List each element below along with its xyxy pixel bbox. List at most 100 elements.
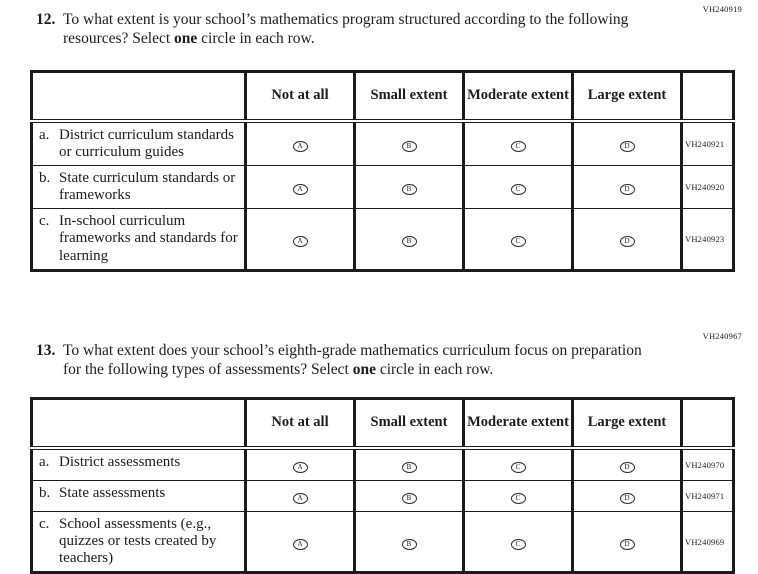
question-13-header-blank: [31, 398, 246, 450]
row-form-code: VH240923: [680, 208, 734, 271]
q13-row-c-option-cell-b: B: [353, 510, 464, 573]
q13-row-b-option-cell-c: C: [462, 480, 573, 512]
row-form-code: VH240971: [680, 480, 734, 512]
question-12-response-table: Not at all Small extent Moderate extent …: [30, 70, 735, 272]
table-row: a. District curriculum standards or curri…: [31, 120, 734, 166]
row-form-code: VH240920: [680, 165, 734, 209]
row-label-text: State assessments: [59, 485, 166, 501]
question-13-header-code-blank: [680, 398, 734, 450]
question-13-header-moderate-extent: Moderate extent: [462, 398, 573, 450]
q12-row-b-option-cell-d: D: [571, 165, 682, 209]
question-12-header-large-extent: Large extent: [571, 71, 682, 123]
answer-circle-d[interactable]: D: [619, 538, 635, 550]
question-13-header-not-at-all: Not at all: [244, 398, 355, 450]
q12-row-a-option-cell-b: B: [353, 120, 464, 166]
question-13-form-code: VH240967: [702, 331, 742, 341]
row-letter: b.: [39, 485, 51, 501]
answer-circle-c[interactable]: C: [510, 141, 526, 153]
row-label-text: District assessments: [59, 454, 181, 470]
table-row: b. State curriculum standards or framewor…: [31, 165, 734, 209]
answer-circle-d[interactable]: D: [619, 236, 635, 248]
question-13-row-b-label: b. State assessments: [31, 480, 246, 512]
answer-circle-a[interactable]: A: [292, 236, 308, 248]
answer-circle-b[interactable]: B: [401, 236, 417, 248]
question-13-row-c-label: c. School assessments (e.g., quizzes or t…: [31, 510, 246, 573]
question-12-prompt-bold: one: [174, 29, 198, 47]
question-12-header-not-at-all: Not at all: [244, 71, 355, 123]
question-13-prompt: To what extent does your school’s eighth…: [63, 342, 648, 380]
table-row: b. State assessments A B C D VH240971: [31, 480, 734, 512]
question-12-block: 12. To what extent is your school’s math…: [36, 11, 656, 49]
table-row: a. District assessments A B C D VH240970: [31, 447, 734, 481]
question-12-header-row: Not at all Small extent Moderate extent …: [31, 71, 734, 123]
answer-circle-c[interactable]: C: [510, 538, 526, 550]
row-letter: a.: [39, 127, 50, 143]
q12-row-a-option-cell-c: C: [462, 120, 573, 166]
q13-row-b-option-cell-d: D: [571, 480, 682, 512]
question-12-row-c-label: c. In-school curriculum frameworks and st…: [31, 208, 246, 271]
q12-row-c-option-cell-a: A: [244, 208, 355, 271]
answer-circle-b[interactable]: B: [401, 538, 417, 550]
answer-circle-c[interactable]: C: [510, 462, 526, 473]
q13-row-c-option-cell-d: D: [571, 510, 682, 573]
q13-row-a-option-cell-c: C: [462, 447, 573, 481]
q13-row-a-option-cell-a: A: [244, 447, 355, 481]
q12-row-c-option-cell-d: D: [571, 208, 682, 271]
answer-circle-a[interactable]: A: [292, 462, 308, 473]
answer-circle-a[interactable]: A: [292, 141, 308, 153]
row-form-code: VH240969: [680, 510, 734, 573]
table-row: c. In-school curriculum frameworks and st…: [31, 208, 734, 271]
question-12-number: 12.: [36, 11, 56, 28]
answer-circle-a[interactable]: A: [292, 493, 308, 504]
question-13-row-a-label: a. District assessments: [31, 447, 246, 481]
answer-circle-a[interactable]: A: [292, 538, 308, 550]
answer-circle-c[interactable]: C: [510, 184, 526, 196]
question-12-header-small-extent: Small extent: [353, 71, 464, 123]
row-form-code: VH240921: [680, 120, 734, 166]
q12-row-c-option-cell-b: B: [353, 208, 464, 271]
q12-row-b-option-cell-a: A: [244, 165, 355, 209]
row-label-text: In-school curriculum frameworks and stan…: [59, 213, 238, 264]
question-13-number: 13.: [36, 342, 56, 359]
q13-row-b-option-cell-b: B: [353, 480, 464, 512]
q13-row-b-option-cell-a: A: [244, 480, 355, 512]
q12-row-b-option-cell-c: C: [462, 165, 573, 209]
q12-row-a-option-cell-d: D: [571, 120, 682, 166]
question-12-header-code-blank: [680, 71, 734, 123]
q12-row-b-option-cell-b: B: [353, 165, 464, 209]
q13-row-c-option-cell-c: C: [462, 510, 573, 573]
question-13-header-row: Not at all Small extent Moderate extent …: [31, 398, 734, 450]
answer-circle-a[interactable]: A: [292, 184, 308, 196]
question-13-response-table: Not at all Small extent Moderate extent …: [30, 397, 735, 574]
row-form-code: VH240970: [680, 447, 734, 481]
table-row: c. School assessments (e.g., quizzes or t…: [31, 510, 734, 573]
q12-row-c-option-cell-c: C: [462, 208, 573, 271]
q12-row-a-option-cell-a: A: [244, 120, 355, 166]
answer-circle-d[interactable]: D: [619, 184, 635, 196]
question-12-prompt: To what extent is your school’s mathemat…: [63, 11, 648, 49]
row-label-text: School assessments (e.g., quizzes or tes…: [59, 516, 217, 567]
answer-circle-b[interactable]: B: [401, 184, 417, 196]
answer-circle-c[interactable]: C: [510, 236, 526, 248]
answer-circle-d[interactable]: D: [619, 462, 635, 473]
question-12-row-b-label: b. State curriculum standards or framewor…: [31, 165, 246, 209]
question-13-header-small-extent: Small extent: [353, 398, 464, 450]
answer-circle-b[interactable]: B: [401, 493, 417, 504]
question-12-prompt-suffix: circle in each row.: [197, 29, 315, 47]
answer-circle-d[interactable]: D: [619, 493, 635, 504]
question-13-prompt-bold: one: [352, 360, 376, 378]
question-13-prompt-suffix: circle in each row.: [375, 360, 494, 378]
row-letter: b.: [39, 170, 51, 187]
question-12-header-blank: [31, 71, 246, 123]
row-label-text: State curriculum standards or frameworks: [59, 170, 236, 204]
answer-circle-b[interactable]: B: [401, 141, 417, 153]
q13-row-c-option-cell-a: A: [244, 510, 355, 573]
answer-circle-c[interactable]: C: [510, 493, 526, 504]
answer-circle-d[interactable]: D: [619, 141, 635, 153]
row-letter: c.: [39, 516, 50, 532]
answer-circle-b[interactable]: B: [401, 462, 417, 473]
q13-row-a-option-cell-d: D: [571, 447, 682, 481]
question-12-row-a-label: a. District curriculum standards or curri…: [31, 120, 246, 166]
question-13-header-large-extent: Large extent: [571, 398, 682, 450]
row-letter: a.: [39, 454, 50, 470]
